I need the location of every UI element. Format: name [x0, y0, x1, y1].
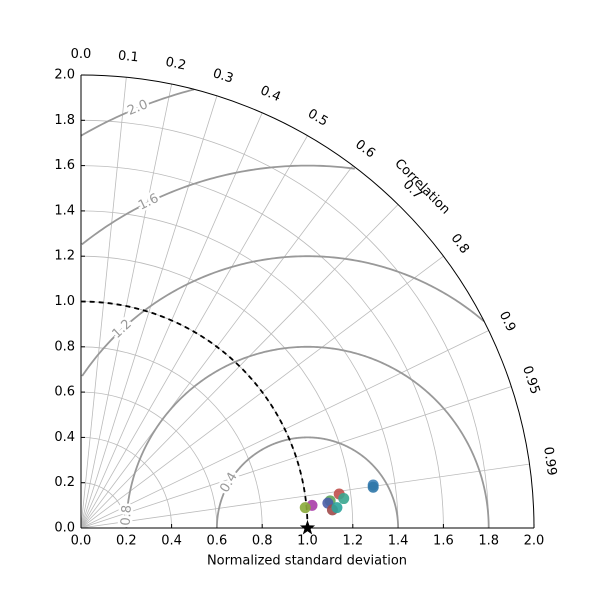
grid-arc [80, 391, 218, 529]
grid-arc [80, 255, 354, 529]
data-point [367, 481, 379, 493]
corr-tick-label: 0.99 [540, 446, 559, 477]
y-tick-label: 2.0 [54, 68, 75, 83]
rms-label: 1.6 [136, 191, 161, 214]
x-tick-label: 0.8 [252, 534, 273, 549]
grid-arc [80, 210, 399, 529]
grid-ray [80, 386, 512, 529]
rms-label: 2.0 [125, 97, 150, 119]
x-tick-label: 0.4 [161, 534, 182, 549]
rms-contour [80, 88, 195, 137]
y-tick-label: 1.2 [54, 249, 75, 264]
outer-arc [80, 74, 535, 529]
x-tick-label: 0.2 [116, 534, 137, 549]
rms-contour [125, 345, 490, 529]
x-tick-label: 1.2 [342, 534, 363, 549]
x-tick-label: 1.4 [388, 534, 409, 549]
y-tick-label: 0.8 [54, 339, 75, 354]
corr-tick-label: 0.6 [352, 137, 378, 161]
y-tick-label: 1.4 [54, 203, 75, 218]
x-axis-label: Normalized standard deviation [207, 554, 407, 569]
grid-arc [80, 119, 490, 529]
corr-tick-label: 0.95 [519, 364, 542, 396]
y-tick-label: 1.6 [54, 158, 75, 173]
y-tick-label: 0.2 [54, 475, 75, 490]
reference-point [299, 520, 316, 535]
y-tick-label: 0.6 [54, 385, 75, 400]
corr-tick-label: 0.1 [117, 48, 139, 65]
rms-contour [81, 255, 485, 377]
rms-label: 0.4 [217, 470, 240, 495]
x-tick-label: 1.0 [297, 534, 318, 549]
corr-tick-label: 0.2 [164, 55, 187, 74]
grid-ray [80, 77, 127, 529]
corr-tick-label: 0.4 [258, 83, 283, 105]
rms-contour [216, 436, 399, 528]
x-tick-label: 1.6 [433, 534, 454, 549]
rms-label: 0.8 [119, 505, 135, 527]
x-tick-label: 0.0 [71, 534, 92, 549]
grid-ray [80, 95, 218, 529]
data-point [299, 502, 311, 514]
rms-contour [81, 164, 355, 246]
x-tick-label: 0.6 [207, 534, 228, 549]
y-tick-label: 1.8 [54, 113, 75, 128]
x-tick-label: 2.0 [524, 534, 545, 549]
grid-arc [80, 301, 308, 529]
corr-tick-label: 0.8 [448, 231, 472, 257]
y-tick-label: 0.4 [54, 430, 75, 445]
grid-arc [80, 346, 263, 529]
y-tick-label: 1.0 [54, 294, 75, 309]
data-point [338, 493, 350, 505]
corr-tick-label: 0.0 [71, 47, 92, 62]
corr-tick-label: 0.9 [496, 309, 519, 334]
grid-arc [80, 482, 127, 529]
corr-tick-label: 0.5 [305, 106, 330, 129]
x-tick-label: 1.8 [478, 534, 499, 549]
y-tick-label: 0.0 [54, 521, 75, 536]
grid-arc [80, 165, 444, 529]
grid-ray [80, 463, 530, 529]
data-point [331, 502, 343, 514]
corr-tick-label: 0.3 [211, 66, 235, 87]
